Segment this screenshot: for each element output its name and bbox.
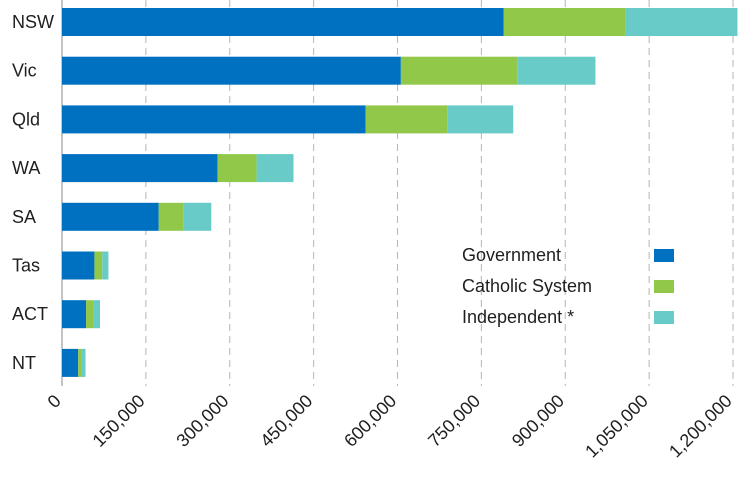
bar-segment-independent-vic [517, 56, 596, 85]
legend: Government Catholic System Independent * [462, 245, 674, 327]
bar-segment-government-act [62, 300, 87, 329]
x-tick-label: 600,000 [340, 391, 400, 451]
legend-swatch-catholic-system [654, 280, 674, 293]
bar-segment-government-tas [62, 251, 95, 280]
category-label-vic: Vic [12, 61, 37, 81]
legend-label-independent: Independent * [462, 307, 574, 327]
bar-segment-catholic-system-wa [217, 154, 257, 183]
bar-segment-catholic-system-act [86, 300, 94, 329]
x-axis-tick-labels: 0 150,000 300,000 450,000 600,000 750,000 900,… [44, 391, 736, 462]
legend-label-government: Government [462, 245, 561, 265]
bar-segment-independent-qld [447, 105, 514, 134]
category-label-wa: WA [12, 158, 40, 178]
x-tick-label: 150,000 [89, 391, 149, 451]
bar-segment-government-qld [62, 105, 366, 134]
x-tick-label: 1,200,000 [665, 391, 736, 462]
bar-segment-government-nt [62, 348, 79, 377]
bar-segment-catholic-system-tas [94, 251, 103, 280]
bars [62, 8, 738, 377]
legend-swatch-independent [654, 311, 674, 324]
bar-segment-government-wa [62, 154, 218, 183]
legend-label-catholic-system: Catholic System [462, 276, 592, 296]
bar-segment-catholic-system-nsw [503, 8, 626, 36]
bar-segment-catholic-system-vic [400, 56, 518, 85]
bar-segment-government-nsw [62, 8, 504, 36]
bar-segment-government-vic [62, 56, 401, 85]
category-label-nt: NT [12, 353, 36, 373]
bar-segment-government-sa [62, 202, 159, 231]
bar-segment-independent-nt [81, 348, 86, 377]
bar-segment-catholic-system-qld [365, 105, 448, 134]
x-tick-label: 1,050,000 [581, 391, 652, 462]
bar-segment-catholic-system-sa [158, 202, 184, 231]
legend-swatch-government [654, 249, 674, 262]
category-label-sa: SA [12, 207, 36, 227]
x-tick-label: 0 [44, 391, 65, 412]
bar-segment-independent-sa [183, 202, 212, 231]
category-label-nsw: NSW [12, 12, 54, 32]
bar-segment-independent-wa [256, 154, 294, 183]
category-label-qld: Qld [12, 109, 40, 129]
category-label-tas: Tas [12, 256, 40, 276]
x-tick-label: 900,000 [508, 391, 568, 451]
category-label-act: ACT [12, 304, 48, 324]
bar-segment-catholic-system-nt [78, 348, 82, 377]
x-tick-label: 750,000 [424, 391, 484, 451]
bar-segment-independent-tas [102, 251, 109, 280]
x-tick-label: 300,000 [172, 391, 232, 451]
x-tick-label: 450,000 [256, 391, 316, 451]
bar-segment-independent-act [93, 300, 101, 329]
category-labels: NSW Vic Qld WA SA Tas ACT NT [12, 12, 54, 373]
bar-segment-independent-nsw [625, 8, 738, 36]
